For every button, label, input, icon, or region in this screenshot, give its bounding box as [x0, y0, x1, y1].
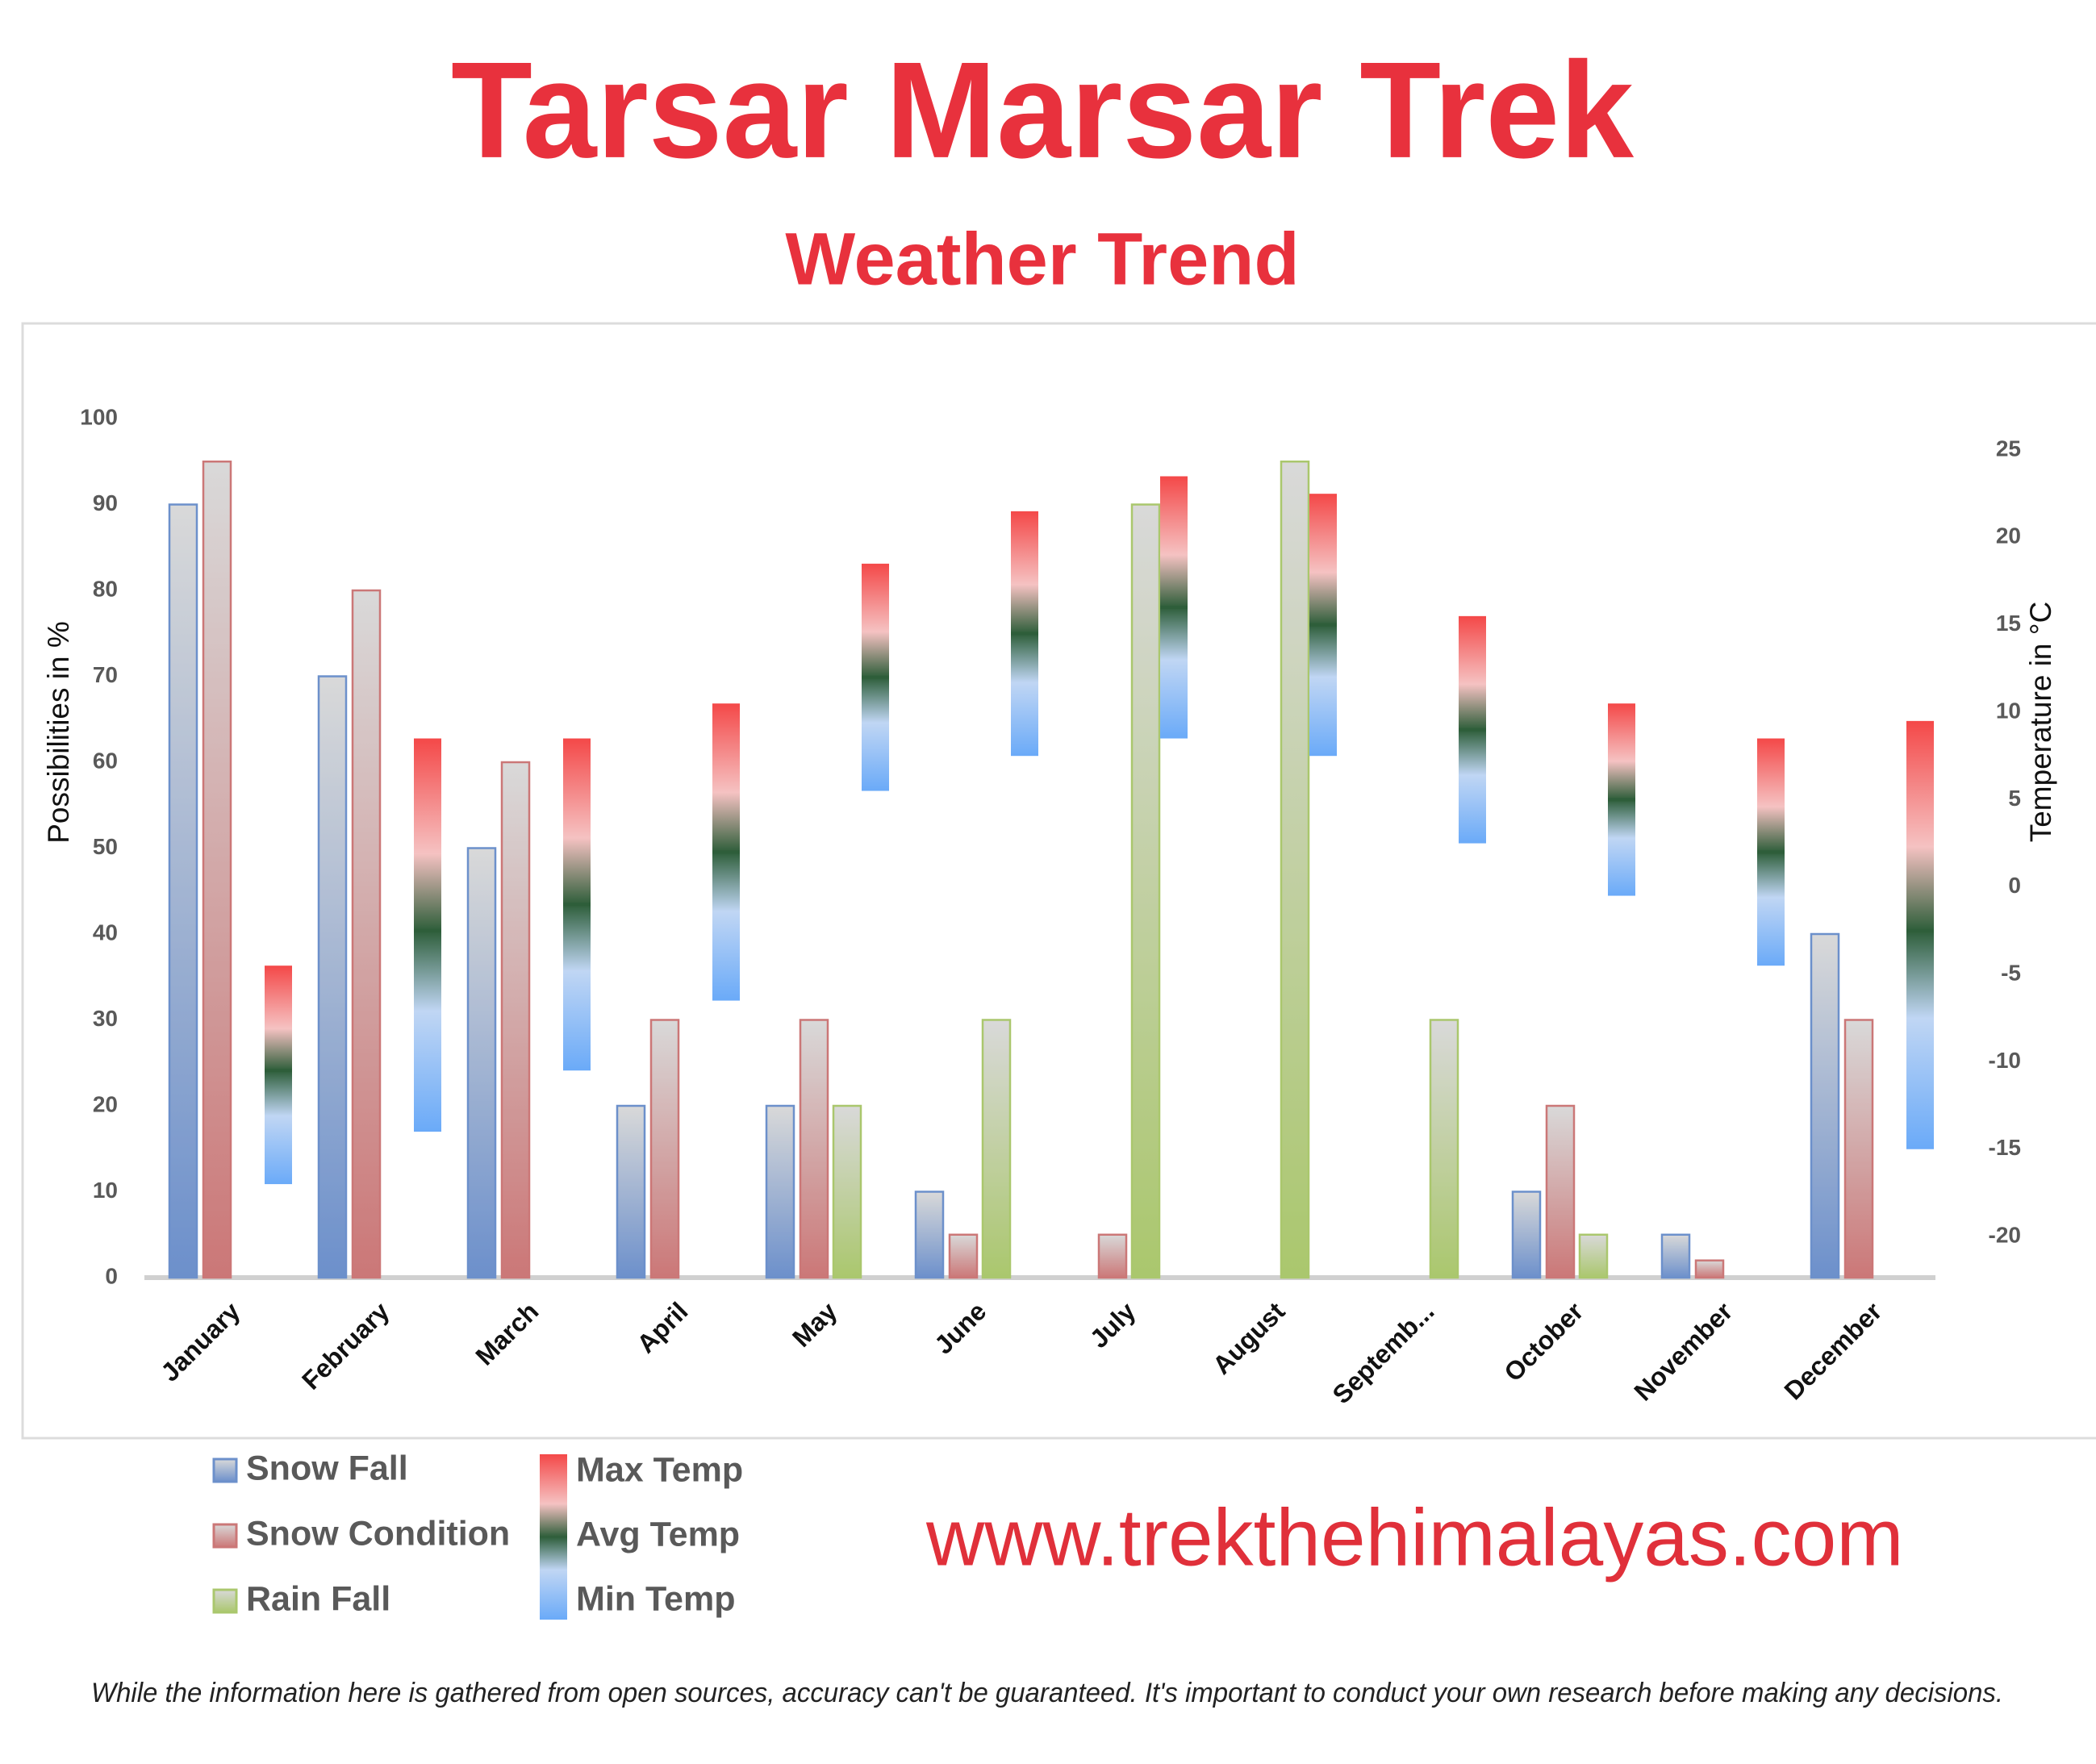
bar: [765, 1104, 795, 1279]
min-temp-bar: [1906, 930, 1934, 1149]
y-tick-label: 60: [93, 748, 118, 773]
max-temp-bar: [1160, 476, 1188, 608]
min-temp-bar: [1459, 729, 1486, 844]
bar: [1578, 1233, 1609, 1279]
legend-swatch: [540, 1454, 567, 1620]
website: www.trekthehimalayas.com: [925, 1492, 1904, 1583]
bar: [202, 461, 232, 1279]
subtitle: Weather Trend: [785, 218, 1299, 300]
bar: [1130, 503, 1161, 1279]
y2-tick-label: 10: [1996, 698, 2021, 723]
y2-tick-label: -20: [1989, 1222, 2021, 1247]
min-temp-bar: [862, 677, 889, 791]
bar: [1429, 1019, 1459, 1279]
y-tick-label: 30: [93, 1006, 118, 1031]
bar: [1694, 1259, 1725, 1279]
bar: [948, 1233, 979, 1279]
max-temp-bar: [1608, 703, 1635, 800]
bar: [1810, 932, 1840, 1279]
bar: [1660, 1233, 1691, 1279]
legend-label: Snow Fall: [246, 1449, 408, 1487]
bar: [832, 1104, 862, 1279]
bar: [1843, 1019, 1874, 1279]
disclaimer: While the information here is gathered f…: [91, 1678, 2003, 1708]
min-temp-bar: [1160, 607, 1188, 739]
y-tick-label: 0: [105, 1263, 118, 1288]
y2-tick-label: 20: [1996, 523, 2021, 548]
max-temp-bar: [862, 563, 889, 678]
min-temp-bar: [1309, 624, 1337, 757]
bar: [1097, 1233, 1128, 1279]
y2-tick-label: -10: [1989, 1048, 2021, 1073]
min-temp-bar: [414, 930, 441, 1132]
legend-swatch: [212, 1523, 238, 1549]
title: Tarsar Marsar Trek: [451, 34, 1634, 187]
bar: [981, 1019, 1012, 1279]
y2-tick-label: 0: [2008, 873, 2021, 898]
y2-tick-label: 25: [1996, 436, 2021, 461]
bar: [616, 1104, 646, 1279]
chart-frame: [21, 322, 2096, 1440]
bar: [649, 1019, 680, 1279]
y-axis-title: Possibilities in %: [42, 621, 75, 844]
bar: [1511, 1191, 1542, 1279]
max-temp-bar: [563, 738, 591, 905]
y-tick-label: 50: [93, 834, 118, 859]
max-temp-bar: [1906, 720, 1934, 931]
bar: [351, 589, 382, 1279]
bar: [168, 503, 198, 1279]
y2-axis-title: Temperature in °C: [2024, 602, 2057, 843]
bar: [1545, 1104, 1576, 1279]
legend-label: Snow Condition: [246, 1514, 510, 1553]
min-temp-bar: [563, 904, 591, 1071]
bar: [500, 761, 531, 1279]
y-tick-label: 80: [93, 576, 118, 601]
bar: [1280, 461, 1310, 1279]
bar: [914, 1191, 945, 1279]
max-temp-bar: [1459, 615, 1486, 730]
bar: [317, 675, 348, 1279]
max-temp-bar: [1011, 511, 1038, 634]
max-temp-bar: [712, 703, 740, 853]
bar: [466, 847, 497, 1279]
legend-label: Rain Fall: [246, 1579, 390, 1618]
y-tick-label: 90: [93, 490, 118, 515]
y2-tick-label: -5: [2001, 960, 2021, 985]
y2-tick-label: 5: [2008, 786, 2021, 811]
max-temp-bar: [414, 738, 441, 931]
max-temp-bar: [1309, 494, 1337, 625]
min-temp-bar: [1757, 852, 1785, 966]
legend-swatch: [212, 1588, 238, 1614]
y-tick-label: 10: [93, 1178, 118, 1203]
legend-label: Min Temp: [576, 1579, 735, 1618]
y-tick-label: 40: [93, 920, 118, 945]
min-temp-bar: [712, 852, 740, 1001]
min-temp-bar: [265, 1070, 292, 1185]
y2-tick-label: -15: [1989, 1135, 2021, 1160]
y-tick-label: 20: [93, 1091, 118, 1116]
y-tick-label: 100: [80, 404, 118, 429]
min-temp-bar: [1608, 799, 1635, 896]
y-tick-label: 70: [93, 662, 118, 687]
max-temp-bar: [265, 965, 292, 1071]
legend-label: Max Temp: [576, 1450, 743, 1489]
legend-label: Avg Temp: [576, 1515, 740, 1553]
y2-tick-label: 15: [1996, 611, 2021, 636]
legend-swatch: [212, 1457, 238, 1483]
max-temp-bar: [1757, 738, 1785, 853]
min-temp-bar: [1011, 633, 1038, 757]
bar: [799, 1019, 829, 1279]
